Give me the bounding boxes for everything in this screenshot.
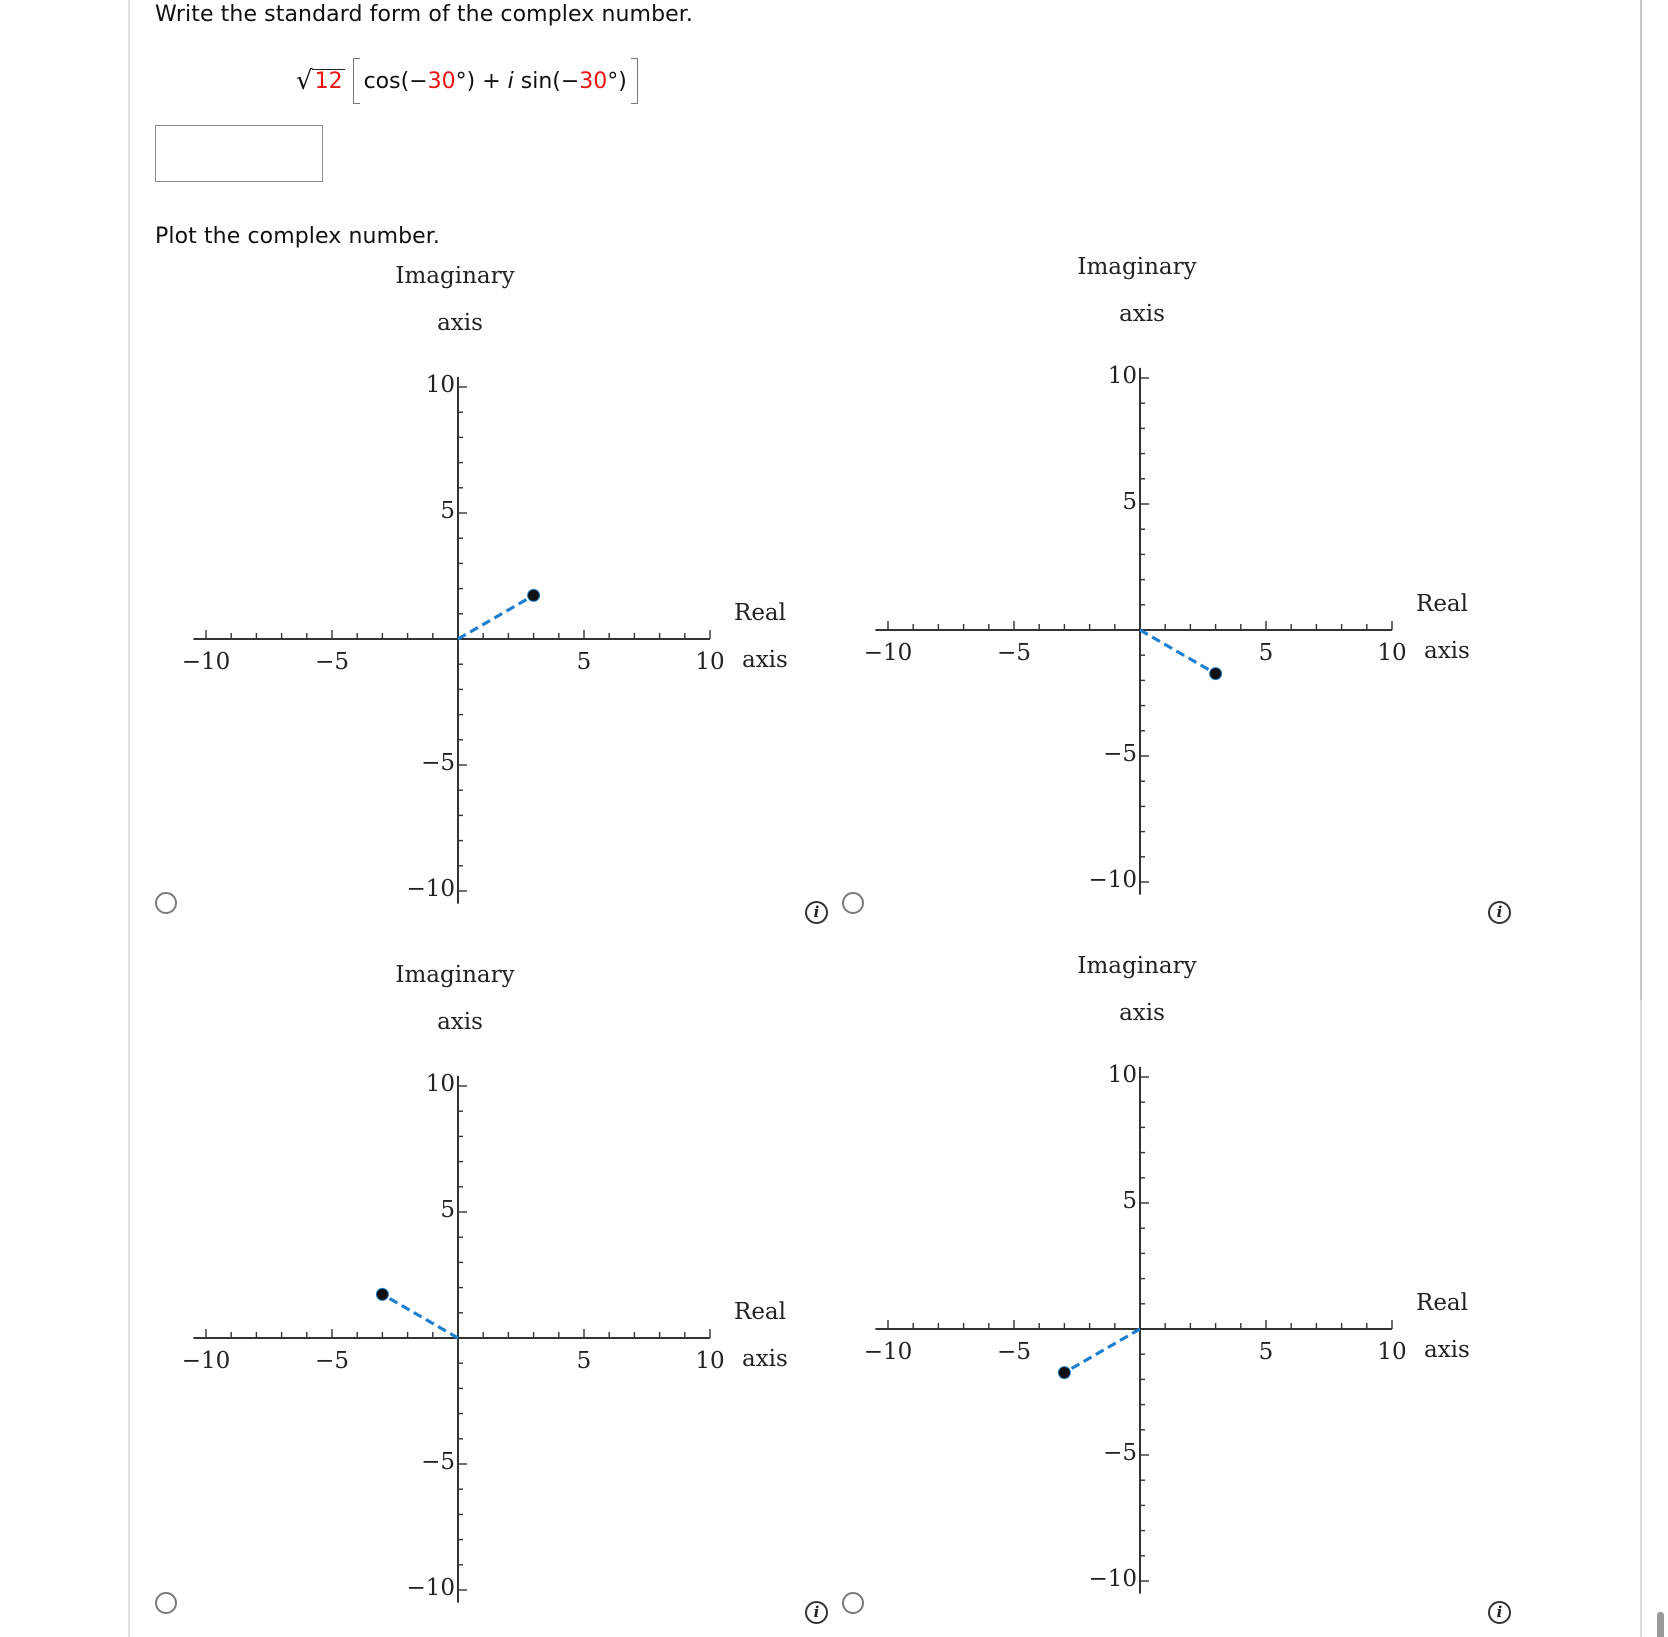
info-icon[interactable]: i [1488, 1601, 1511, 1624]
imaginary-axis-title: Imaginary [1077, 254, 1197, 280]
real-axis-title: Real [1416, 591, 1468, 617]
real-axis-title: axis [1424, 638, 1470, 664]
scroll-track [1640, 0, 1642, 1000]
info-icon[interactable]: i [805, 901, 828, 924]
vector-line [381, 1293, 459, 1340]
imaginary-axis-title: axis [437, 1009, 483, 1035]
x-tick-label: 10 [695, 649, 725, 675]
real-axis-title: Real [734, 1299, 786, 1325]
plotted-point [527, 588, 541, 602]
option-a-radio[interactable] [155, 892, 177, 914]
option-d-radio[interactable] [842, 1592, 864, 1614]
imaginary-axis-title: axis [1119, 1000, 1165, 1026]
y-tick-label: 10 [1107, 363, 1137, 389]
square-root: √ 12 [296, 68, 345, 94]
cos-prefix: cos( [363, 68, 410, 94]
y-tick-label: −5 [1103, 741, 1137, 767]
info-icon[interactable]: i [805, 1601, 828, 1624]
x-tick-label: −10 [863, 640, 913, 666]
y-tick-label: 5 [440, 1197, 455, 1223]
formula-text: °) + [455, 68, 508, 94]
y-tick-label: −5 [421, 750, 455, 776]
radicand: 12 [311, 69, 345, 94]
real-axis-title: Real [1416, 1290, 1468, 1316]
x-tick-label: −5 [315, 1348, 349, 1374]
x-tick-label: 5 [1258, 640, 1274, 666]
x-tick-label: −10 [181, 649, 231, 675]
y-tick-label: 10 [1107, 1062, 1137, 1088]
x-tick-label: 10 [695, 1348, 725, 1374]
y-tick-label: 5 [1122, 489, 1137, 515]
x-tick-label: 5 [1258, 1339, 1274, 1365]
imaginary-unit: i [507, 68, 514, 94]
x-tick-label: 5 [576, 649, 592, 675]
left-bracket [352, 58, 360, 104]
y-tick-label: −10 [406, 1575, 455, 1601]
minus-sign: − [409, 68, 428, 94]
angle-value: 30 [427, 68, 456, 94]
standard-form-answer-input[interactable] [155, 125, 323, 182]
x-tick-label: −5 [315, 649, 349, 675]
option-b-radio[interactable] [842, 892, 864, 914]
x-tick-label: −10 [181, 1348, 231, 1374]
vector-line [457, 594, 535, 641]
y-tick-label: −10 [1088, 1566, 1137, 1592]
x-tick-label: −10 [863, 1339, 913, 1365]
right-bracket [630, 58, 638, 104]
plotted-point [1209, 667, 1223, 681]
info-icon[interactable]: i [1488, 901, 1511, 924]
imaginary-axis-title: Imaginary [395, 263, 515, 289]
real-axis-title: axis [742, 647, 788, 673]
x-tick-label: 10 [1377, 640, 1407, 666]
y-tick-label: −5 [1103, 1440, 1137, 1466]
angle-value: 30 [579, 68, 608, 94]
radical-icon: √ [296, 66, 313, 96]
imaginary-axis-title: axis [437, 310, 483, 336]
y-tick-label: −5 [421, 1449, 455, 1475]
imaginary-axis-title: Imaginary [395, 962, 515, 988]
vector-line [1063, 1327, 1141, 1374]
x-tick-label: −5 [997, 1339, 1031, 1365]
option-c-radio[interactable] [155, 1592, 177, 1614]
x-tick-label: −5 [997, 640, 1031, 666]
real-axis-title: Real [734, 600, 786, 626]
y-tick-label: 10 [425, 372, 455, 398]
sin-prefix: sin( [513, 68, 561, 94]
polar-formula: √ 12 cos(−30 °) + i sin(−30 °) [296, 56, 638, 106]
formula-text: °) [607, 68, 627, 94]
plotted-point [1057, 1366, 1071, 1380]
x-tick-label: 10 [1377, 1339, 1407, 1365]
imaginary-axis-title: axis [1119, 301, 1165, 327]
y-tick-label: −10 [406, 876, 455, 902]
minus-sign: − [560, 68, 580, 94]
y-tick-label: 5 [440, 498, 455, 524]
content-left-border [128, 0, 130, 1637]
y-tick-label: 10 [425, 1071, 455, 1097]
vector-line [1139, 628, 1217, 675]
real-axis-title: axis [742, 1346, 788, 1372]
question-prompt: Write the standard form of the complex n… [155, 2, 693, 27]
y-tick-label: 5 [1122, 1188, 1137, 1214]
real-axis-title: axis [1424, 1337, 1470, 1363]
x-tick-label: 5 [576, 1348, 592, 1374]
scrollbar-thumb[interactable] [1657, 1612, 1664, 1637]
plotted-point [375, 1287, 389, 1301]
plot-prompt: Plot the complex number. [155, 224, 441, 249]
y-tick-label: −10 [1088, 867, 1137, 893]
imaginary-axis-title: Imaginary [1077, 953, 1197, 979]
